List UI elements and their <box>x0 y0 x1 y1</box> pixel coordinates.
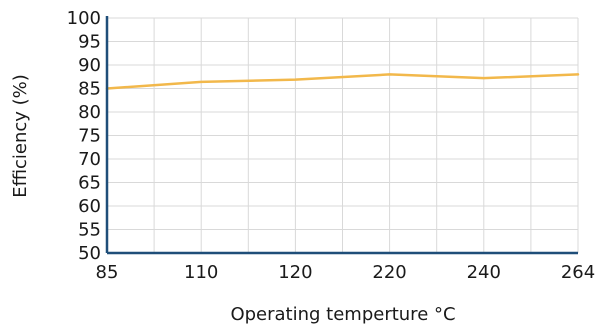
y-tick-label: 60 <box>78 196 101 217</box>
y-axis-title: Efficiency (%) <box>10 74 31 198</box>
y-tick-label: 90 <box>78 55 101 76</box>
x-axis-title: Operating temperture °C <box>230 304 455 325</box>
x-tick-label: 110 <box>184 262 218 283</box>
x-tick-label: 240 <box>467 262 501 283</box>
y-tick-label: 95 <box>78 32 101 53</box>
x-tick-label: 85 <box>96 262 119 283</box>
y-tick-label: 80 <box>78 102 101 123</box>
y-tick-label: 55 <box>78 220 101 241</box>
grid <box>107 17 579 253</box>
x-tick-labels: 85 110 120 220 240 264 <box>96 262 596 283</box>
y-tick-label: 85 <box>78 79 101 100</box>
x-tick-label: 220 <box>372 262 406 283</box>
y-tick-label: 75 <box>78 126 101 147</box>
y-tick-label: 70 <box>78 149 101 170</box>
y-tick-label: 65 <box>78 173 101 194</box>
series-line <box>105 73 580 90</box>
axes <box>105 16 578 255</box>
y-tick-label: 100 <box>67 8 101 29</box>
x-tick-label: 264 <box>561 262 595 283</box>
y-tick-label: 50 <box>78 243 101 264</box>
x-tick-label: 120 <box>278 262 312 283</box>
